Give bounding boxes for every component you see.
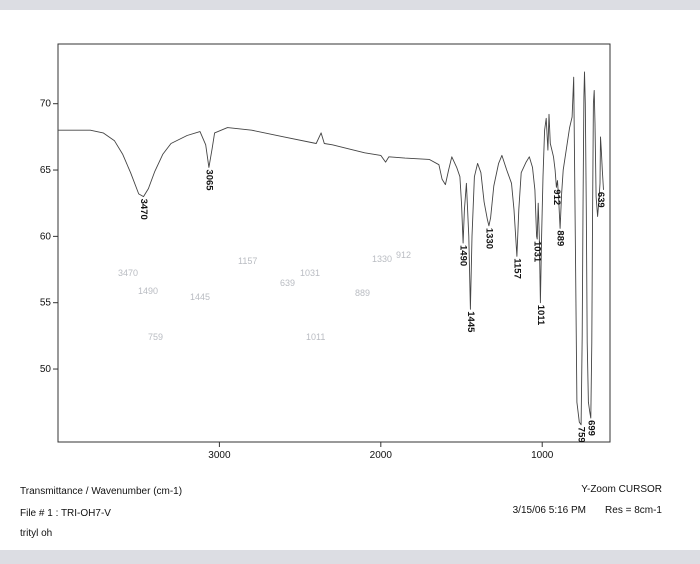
y-tick-label: 60: [40, 231, 52, 242]
bleed-through-mark: 1330: [372, 254, 393, 264]
peak-label: 1445: [465, 311, 476, 333]
bleed-through-mark: 1011: [306, 332, 326, 342]
peak-label: 1011: [535, 305, 546, 326]
x-tick-label: 3000: [208, 450, 231, 461]
y-axis: 50 55 60 65 70: [40, 99, 58, 375]
peak-label: 912: [551, 189, 562, 205]
ir-spectrum-chart: 50 55 60 65 70 3000 2000 1000 3470 3065 1490 1445…: [40, 43, 611, 461]
peak-label: 1330: [483, 228, 494, 249]
peak-label: 1157: [511, 258, 522, 279]
peak-label: 3470: [138, 199, 149, 220]
bleed-through-mark: 912: [396, 250, 412, 260]
axis-title: Transmittance / Wavenumber (cm-1): [20, 486, 183, 497]
peak-labels: 3470 3065 1490 1445 1330 1157 1031 1011 912 889 75…: [138, 169, 606, 442]
bleed-through-mark: 889: [355, 288, 371, 298]
mode-label: Y-Zoom CURSOR: [581, 484, 662, 495]
peak-label: 699: [585, 420, 596, 436]
bleed-through-mark: 1031: [300, 268, 321, 278]
peak-label: 1031: [532, 241, 543, 263]
bleed-through-mark: 1157: [238, 256, 258, 266]
x-tick-label: 1000: [531, 450, 554, 461]
bleed-through-mark: 759: [148, 332, 164, 342]
y-tick-label: 50: [40, 364, 52, 375]
spectrum-line: [58, 71, 604, 426]
timestamp: 3/15/06 5:16 PM: [512, 505, 586, 516]
resolution-label: Res = 8cm-1: [605, 505, 662, 516]
peak-label: 1490: [458, 245, 469, 266]
file-name: File # 1 : TRI-OH7-V: [20, 508, 111, 519]
bleed-through-mark: 1490: [138, 286, 159, 296]
spectrum-printout: 3470 1490 1445 1157 639 1031 889 1330 10…: [0, 10, 700, 550]
bleed-through-mark: 1445: [190, 292, 211, 302]
x-tick-label: 2000: [370, 450, 393, 461]
peak-label: 639: [595, 192, 606, 208]
bleed-through-mark: 639: [280, 278, 296, 288]
sample-name: trityl oh: [20, 528, 53, 539]
plot-frame: [57, 43, 611, 443]
peak-label: 889: [555, 230, 566, 246]
y-tick-label: 70: [40, 99, 52, 110]
y-tick-label: 55: [40, 298, 52, 309]
peak-label: 759: [576, 427, 587, 443]
peak-label: 3065: [203, 169, 214, 191]
bleed-through-mark: 3470: [118, 268, 139, 278]
x-axis: 3000 2000 1000: [208, 442, 554, 461]
y-tick-label: 65: [40, 165, 52, 176]
